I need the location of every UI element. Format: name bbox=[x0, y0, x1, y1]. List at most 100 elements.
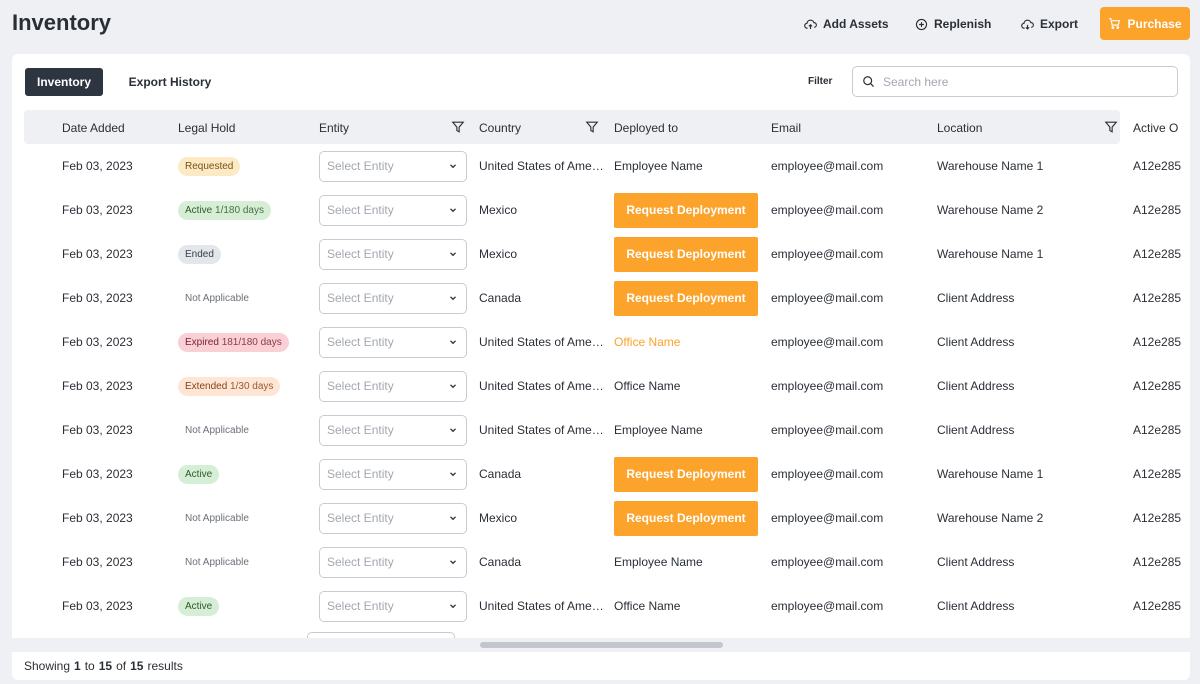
table-row[interactable]: Feb 03, 2023 Active Select Entity United St… bbox=[24, 584, 1190, 628]
search-input[interactable] bbox=[883, 74, 1163, 89]
purchase-button[interactable]: Purchase bbox=[1100, 7, 1190, 40]
search-box[interactable] bbox=[852, 66, 1178, 97]
legal-hold-cell: Active bbox=[178, 584, 220, 628]
date-added-cell: Feb 03, 2023 bbox=[62, 291, 133, 305]
legal-hold-days: 1/180 days bbox=[215, 204, 264, 216]
export-button[interactable]: Export bbox=[1021, 16, 1078, 32]
add-assets-button[interactable]: Add Assets bbox=[804, 16, 889, 32]
col-email[interactable]: Email bbox=[771, 121, 802, 135]
entity-select[interactable]: Select Entity bbox=[319, 238, 467, 270]
table-header: Date Added Legal Hold Entity Country Dep… bbox=[24, 110, 1178, 144]
active-order-cell: A12e285 bbox=[1133, 335, 1182, 349]
country-cell: Canada bbox=[479, 276, 605, 320]
col-active-order[interactable]: Active O bbox=[1133, 121, 1179, 135]
country-text: Canada bbox=[479, 467, 522, 481]
col-entity[interactable]: Entity bbox=[319, 121, 350, 135]
active-order-cell: A12e285 bbox=[1133, 511, 1182, 525]
entity-select[interactable]: Select Entity bbox=[319, 150, 467, 182]
entity-filter-icon[interactable] bbox=[451, 120, 465, 134]
entity-cell: Select Entity bbox=[319, 364, 467, 408]
legal-hold-cell: Expired 181/180 days bbox=[178, 320, 289, 364]
country-text: Canada bbox=[479, 291, 522, 305]
request-deployment-button[interactable]: Request Deployment bbox=[614, 500, 758, 536]
legal-hold-badge: Not Applicable bbox=[185, 292, 249, 304]
table-row[interactable]: Feb 03, 2023 Not Applicable Select Entity U… bbox=[24, 408, 1190, 452]
entity-select[interactable]: Select Entity bbox=[319, 282, 467, 314]
entity-cell: Select Entity bbox=[319, 144, 467, 188]
location-cell: Client Address bbox=[937, 599, 1015, 613]
table-row[interactable]: Feb 03, 2023 Active 1/180 days Select Enti… bbox=[24, 188, 1190, 232]
legal-hold-cell: Active bbox=[178, 452, 220, 496]
col-deployed-to[interactable]: Deployed to bbox=[614, 121, 679, 135]
table-row[interactable]: Feb 03, 2023 Requested Select Entity United… bbox=[24, 144, 1190, 188]
country-cell: United States of America bbox=[479, 320, 605, 364]
location-cell: Client Address bbox=[937, 335, 1015, 349]
legal-hold-status: Active bbox=[185, 204, 213, 216]
legal-hold-cell: Requested bbox=[178, 144, 241, 188]
country-filter-icon[interactable] bbox=[585, 120, 599, 134]
country-cell: United States of America bbox=[479, 408, 605, 452]
footer-from: 1 bbox=[74, 659, 81, 673]
horizontal-scrollbar[interactable] bbox=[12, 638, 1190, 652]
legal-hold-badge: Active 1/180 days bbox=[178, 200, 271, 220]
request-deployment-button[interactable]: Request Deployment bbox=[614, 236, 758, 272]
entity-select[interactable]: Select Entity bbox=[319, 546, 467, 578]
col-legal-hold[interactable]: Legal Hold bbox=[178, 121, 236, 135]
location-cell: Warehouse Name 1 bbox=[937, 467, 1044, 481]
country-cell: Canada bbox=[479, 452, 605, 496]
legal-hold-cell: Extended 1/30 days bbox=[178, 364, 281, 408]
table-row[interactable]: Feb 03, 2023 Not Applicable Select Entity C… bbox=[24, 276, 1190, 320]
country-text: Mexico bbox=[479, 247, 518, 261]
country-text: Mexico bbox=[479, 511, 518, 525]
table-row[interactable]: Feb 03, 2023 Extended 1/30 days Select Ent… bbox=[24, 364, 1190, 408]
table-row[interactable]: Feb 03, 2023 Not Applicable Select Entity C… bbox=[24, 540, 1190, 584]
entity-select[interactable]: Select Entity bbox=[319, 370, 467, 402]
entity-select[interactable]: Select Entity bbox=[319, 458, 467, 490]
email-cell: employee@mail.com bbox=[771, 555, 884, 569]
inventory-table: Date Added Legal Hold Entity Country Dep… bbox=[24, 110, 1190, 638]
table-row[interactable]: Feb 03, 2023 Ended Select Entity Mexico Requ… bbox=[24, 232, 1190, 276]
tab-inventory[interactable]: Inventory bbox=[25, 68, 103, 96]
col-country[interactable]: Country bbox=[479, 121, 522, 135]
table-row[interactable]: Feb 03, 2023 Active Select Entity Canada Req… bbox=[24, 452, 1190, 496]
legal-hold-cell: Ended bbox=[178, 232, 221, 276]
entity-select[interactable]: Select Entity bbox=[319, 414, 467, 446]
chevron-down-icon bbox=[450, 560, 456, 565]
location-filter-icon[interactable] bbox=[1104, 120, 1118, 134]
request-deployment-button[interactable]: Request Deployment bbox=[614, 456, 758, 492]
entity-select-placeholder: Select Entity bbox=[327, 467, 394, 481]
pagination-summary: Showing 1 to 15 of 15 results bbox=[12, 652, 1190, 680]
footer-total: 15 bbox=[130, 659, 144, 673]
table-row[interactable]: Feb 03, 2023 Not Applicable Select Entity M… bbox=[24, 496, 1190, 540]
tab-export-history[interactable]: Export History bbox=[128, 75, 212, 89]
replenish-button[interactable]: Replenish bbox=[915, 16, 991, 32]
entity-select-placeholder: Select Entity bbox=[327, 511, 394, 525]
entity-select[interactable]: Select Entity bbox=[319, 590, 467, 622]
request-deployment-button[interactable]: Request Deployment bbox=[614, 192, 758, 228]
deployed-to-cell: Employee Name bbox=[614, 540, 703, 584]
col-date-added[interactable]: Date Added bbox=[62, 121, 125, 135]
location-cell: Client Address bbox=[937, 379, 1015, 393]
deployed-to-cell: Request Deployment bbox=[614, 496, 758, 540]
footer-of-word: of bbox=[116, 659, 127, 673]
country-cell: Mexico bbox=[479, 496, 605, 540]
request-deployment-button[interactable]: Request Deployment bbox=[614, 280, 758, 316]
col-location[interactable]: Location bbox=[937, 121, 983, 135]
email-cell: employee@mail.com bbox=[771, 203, 884, 217]
deployed-to-link[interactable]: Office Name bbox=[614, 335, 681, 349]
purchase-label: Purchase bbox=[1127, 16, 1182, 31]
entity-select[interactable]: Select Entity bbox=[319, 194, 467, 226]
filter-label[interactable]: Filter bbox=[808, 76, 833, 87]
entity-select[interactable]: Select Entity bbox=[319, 326, 467, 358]
table-row[interactable]: Feb 03, 2023 Expired 181/180 days Select E… bbox=[24, 320, 1190, 364]
active-order-cell: A12e285 bbox=[1133, 159, 1182, 173]
entity-select[interactable]: Select Entity bbox=[319, 502, 467, 534]
scrollbar-thumb[interactable] bbox=[480, 642, 723, 648]
chevron-down-icon bbox=[450, 296, 456, 301]
date-added-cell: Feb 03, 2023 bbox=[62, 379, 133, 393]
legal-hold-badge: Requested bbox=[178, 156, 241, 176]
footer-to: 15 bbox=[98, 659, 113, 673]
legal-hold-badge: Extended 1/30 days bbox=[178, 376, 281, 396]
entity-cell: Select Entity bbox=[319, 584, 467, 628]
chevron-down-icon bbox=[450, 208, 456, 213]
